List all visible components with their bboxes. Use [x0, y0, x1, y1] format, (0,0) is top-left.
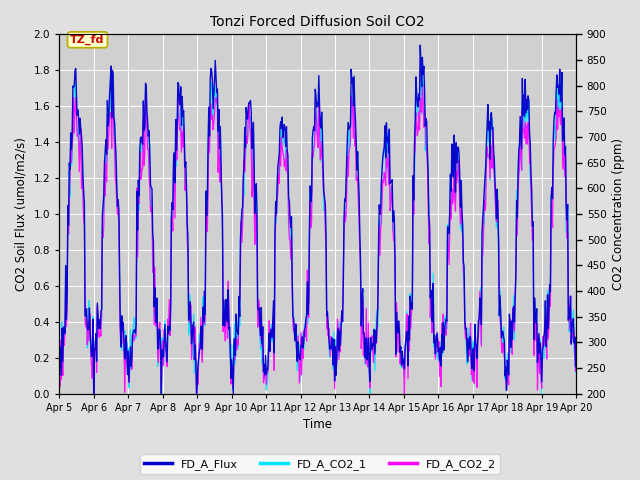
X-axis label: Time: Time	[303, 419, 332, 432]
Y-axis label: CO2 Concentration (ppm): CO2 Concentration (ppm)	[612, 138, 625, 290]
Y-axis label: CO2 Soil Flux (umol/m2/s): CO2 Soil Flux (umol/m2/s)	[15, 137, 28, 291]
Title: Tonzi Forced Diffusion Soil CO2: Tonzi Forced Diffusion Soil CO2	[211, 15, 425, 29]
Text: TZ_fd: TZ_fd	[70, 35, 105, 45]
Legend: FD_A_Flux, FD_A_CO2_1, FD_A_CO2_2: FD_A_Flux, FD_A_CO2_1, FD_A_CO2_2	[140, 454, 500, 474]
